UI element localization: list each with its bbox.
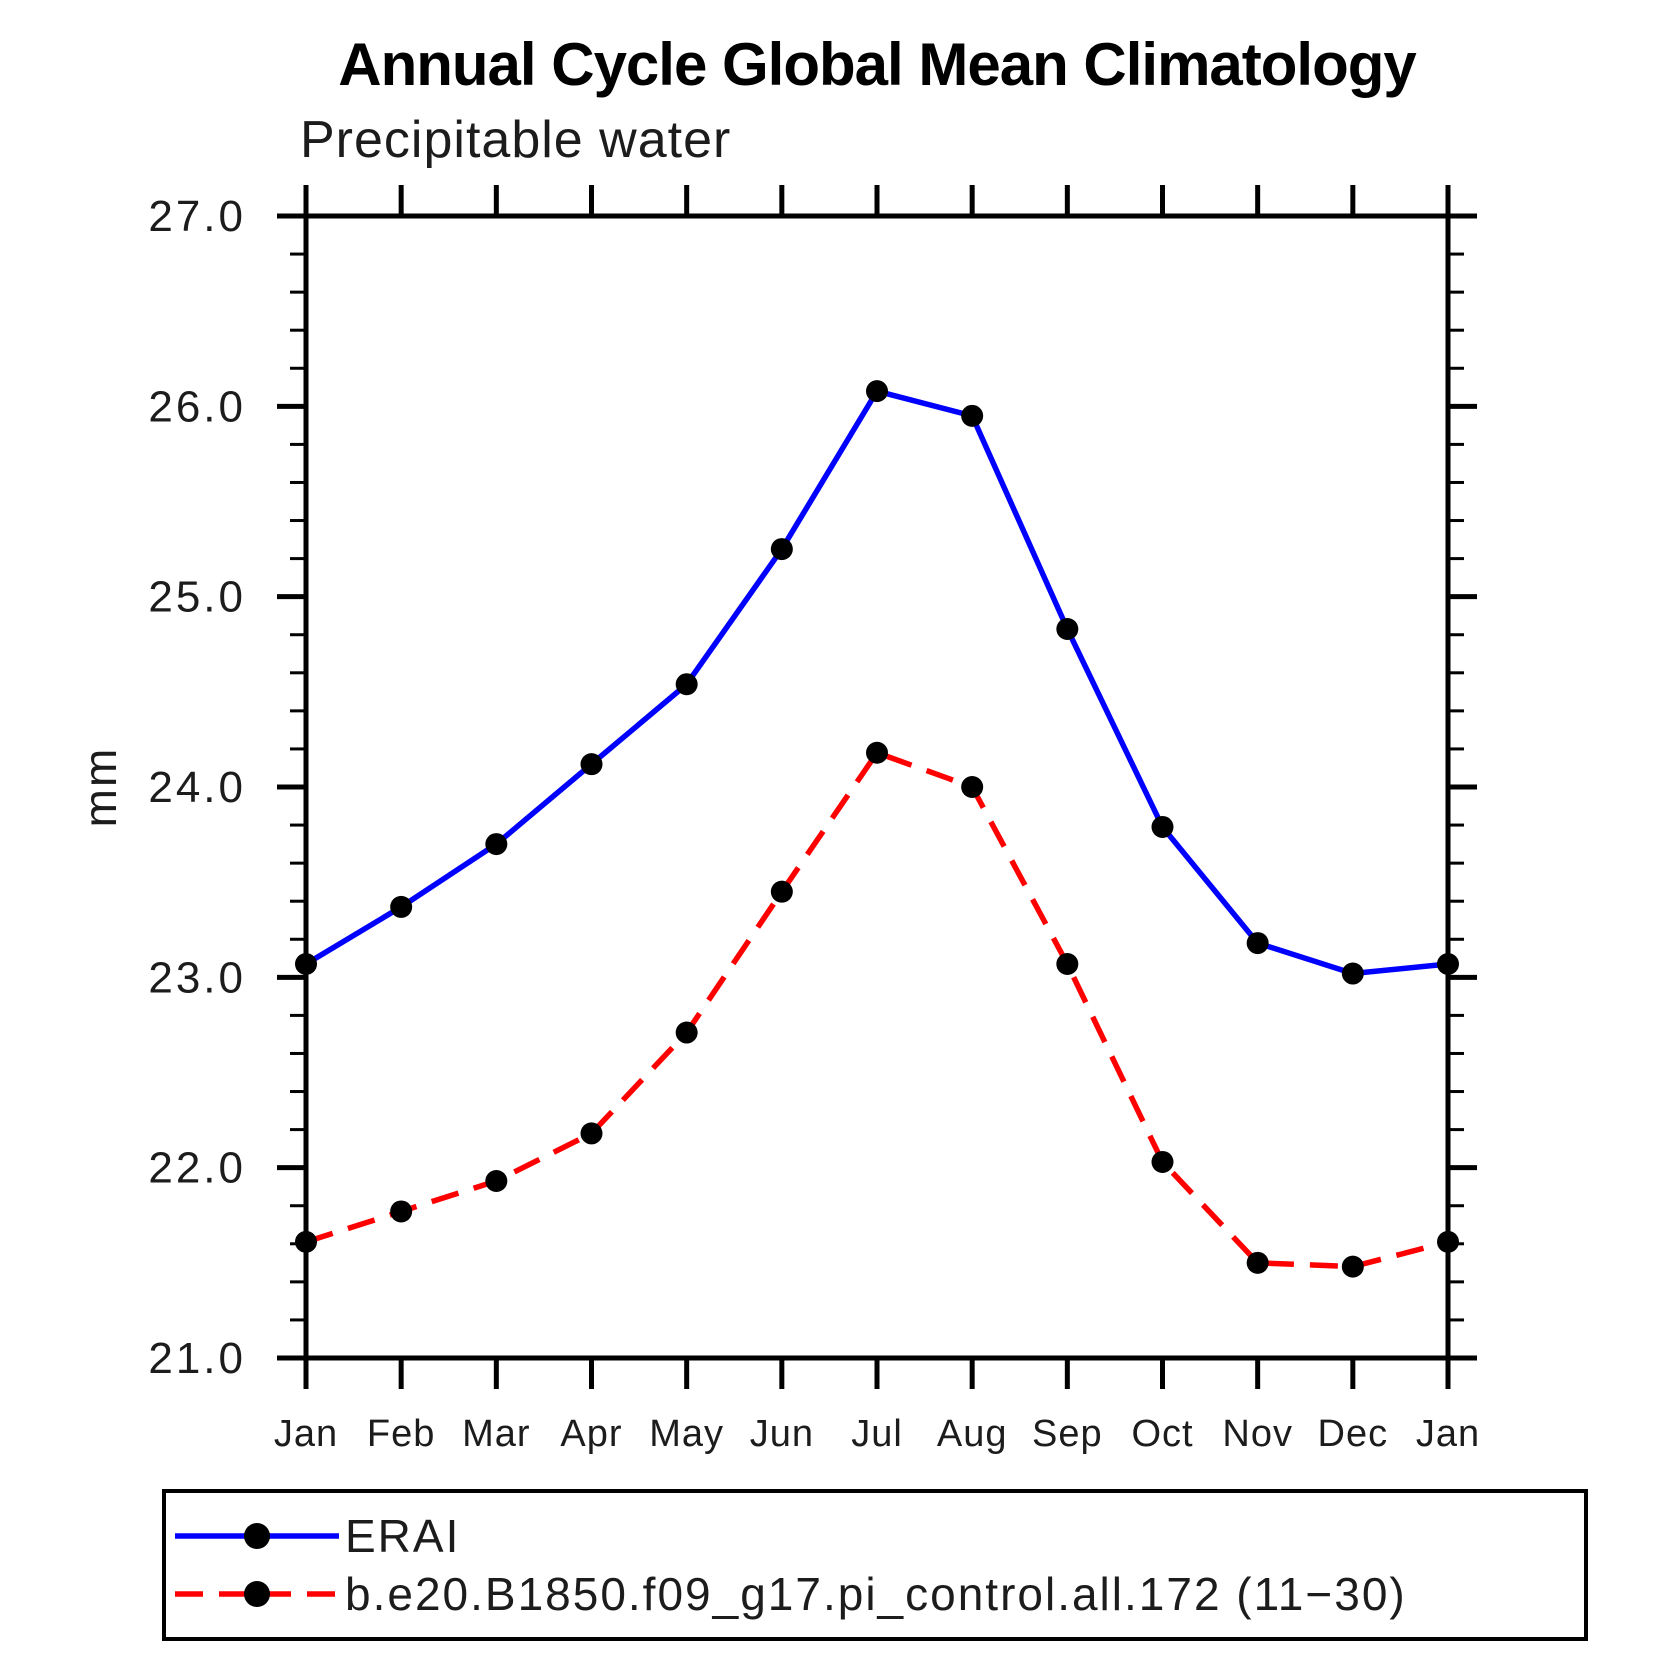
svg-text:Oct: Oct (1131, 1413, 1193, 1455)
svg-text:23.0: 23.0 (148, 953, 246, 1002)
svg-text:Apr: Apr (560, 1413, 622, 1455)
chart-subtitle: Precipitable water (300, 111, 732, 169)
series-model (295, 741, 1459, 1278)
svg-text:Dec: Dec (1318, 1413, 1389, 1455)
legend-label-model: b.e20.B1850.f09_g17.pi_control.all.172 (… (345, 1568, 1407, 1620)
svg-text:Feb: Feb (367, 1413, 435, 1455)
svg-text:21.0: 21.0 (148, 1334, 246, 1383)
svg-text:Jan: Jan (274, 1413, 338, 1455)
svg-text:Aug: Aug (937, 1413, 1008, 1455)
svg-text:May: May (649, 1413, 724, 1455)
svg-text:Jul: Jul (851, 1413, 903, 1455)
legend: ERAI b.e20.B1850.f09_g17.pi_control.all.… (162, 1489, 1588, 1641)
svg-text:27.0: 27.0 (148, 192, 246, 241)
chart-title: Annual Cycle Global Mean Climatology (338, 31, 1417, 98)
svg-text:Jan: Jan (1416, 1413, 1480, 1455)
legend-label-erai: ERAI (345, 1510, 461, 1562)
svg-text:25.0: 25.0 (148, 573, 246, 622)
svg-text:26.0: 26.0 (148, 382, 246, 431)
svg-text:Sep: Sep (1032, 1413, 1103, 1455)
legend-item-model: b.e20.B1850.f09_g17.pi_control.all.172 (… (172, 1568, 1584, 1620)
legend-item-erai: ERAI (172, 1510, 1584, 1562)
svg-text:Mar: Mar (462, 1413, 530, 1455)
axes (277, 185, 1477, 1389)
y-axis-tick-labels: 21.0 22.0 23.0 24.0 25.0 26.0 27.0 (148, 192, 246, 1383)
svg-text:22.0: 22.0 (148, 1144, 246, 1193)
svg-text:24.0: 24.0 (148, 763, 246, 812)
svg-text:Jun: Jun (750, 1413, 814, 1455)
legend-swatch-solid-line-icon (175, 1523, 339, 1549)
x-axis-tick-labels: Jan Feb Mar Apr May Jun Jul Aug Sep Oct Nov Dec Jan (274, 1413, 1480, 1455)
series-erai (295, 380, 1459, 985)
legend-swatch-dashed-line-icon (175, 1581, 339, 1607)
svg-text:Nov: Nov (1222, 1413, 1293, 1455)
